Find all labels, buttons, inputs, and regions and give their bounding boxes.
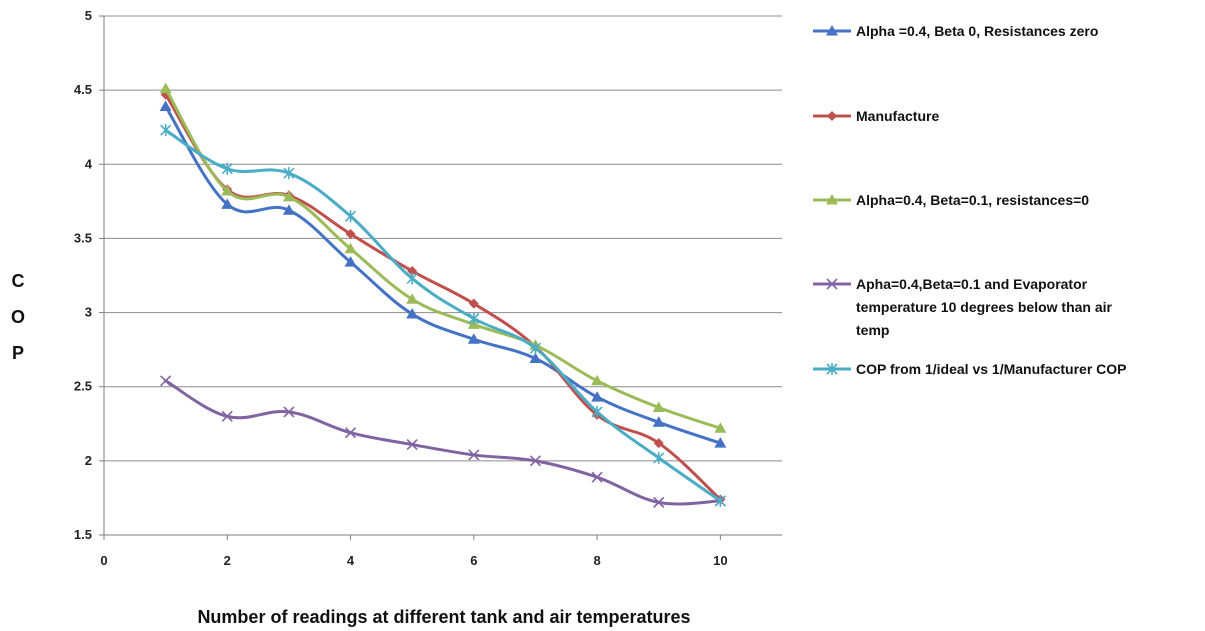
legend-label-3: Alpha=0.4, Beta=0.1, resistances=0 xyxy=(856,192,1089,208)
series-1-point-6 xyxy=(467,333,480,344)
y-tick-label-1: 2 xyxy=(85,453,92,468)
series-2-point-4 xyxy=(345,228,356,239)
legend-label-1: Alpha =0.4, Beta 0, Resistances zero xyxy=(856,23,1098,39)
series-1-point-5 xyxy=(406,308,419,319)
legend: Alpha =0.4, Beta 0, Resistances zero Manu… xyxy=(813,23,1127,377)
series-4-point-3 xyxy=(283,406,295,418)
x-tick-label-0: 0 xyxy=(100,553,107,568)
series-5-point-3 xyxy=(283,167,295,180)
axes xyxy=(103,16,782,536)
y-tick-label-6: 4.5 xyxy=(74,82,92,97)
series-2-point-5 xyxy=(407,266,418,277)
series-5 xyxy=(160,124,726,507)
legend-item-1: Alpha =0.4, Beta 0, Resistances zero xyxy=(813,23,1098,39)
series-4 xyxy=(160,375,726,508)
series-2-line xyxy=(164,93,722,501)
grid-lines xyxy=(104,15,782,536)
x-tick-label-3: 6 xyxy=(470,553,477,568)
y-tick-label-4: 3.5 xyxy=(74,230,92,245)
series-3 xyxy=(159,82,727,433)
series-5-point-2 xyxy=(221,162,233,175)
series-1-point-4 xyxy=(344,256,357,267)
series-5-point-10 xyxy=(714,494,726,507)
legend-item-5: COP from 1/ideal vs 1/Manufacturer COP xyxy=(813,361,1127,377)
series-1-point-8 xyxy=(591,391,604,402)
series-4-point-1 xyxy=(160,375,172,387)
series-1-point-3 xyxy=(282,204,295,215)
series-5-point-6 xyxy=(468,312,480,325)
series-3-line xyxy=(164,87,722,430)
series-1-point-7 xyxy=(529,352,542,364)
series-5-line xyxy=(164,128,722,503)
x-axis-ticks: 0 2 4 6 8 10 xyxy=(100,535,728,568)
y-tick-label-2: 2.5 xyxy=(74,379,92,394)
series-group xyxy=(159,82,727,508)
series-3-point-10 xyxy=(714,422,727,433)
series-5-point-5 xyxy=(406,272,418,285)
series-4-point-8 xyxy=(591,471,603,483)
x-tick-label-2: 4 xyxy=(347,553,355,568)
y-axis-ticks: 1.5 2 2.5 3 3.5 4 4.5 5 xyxy=(74,8,104,542)
y-tick-label-7: 5 xyxy=(85,8,92,23)
legend-marker-3 xyxy=(826,194,838,205)
legend-label-2: Manufacture xyxy=(856,108,939,124)
series-1-line xyxy=(164,104,722,445)
y-tick-label-0: 1.5 xyxy=(74,527,92,542)
series-4-point-4 xyxy=(344,427,357,439)
series-3-point-8 xyxy=(591,374,604,386)
series-2-point-6 xyxy=(468,298,479,309)
series-3-point-5 xyxy=(406,293,419,304)
series-1-point-1 xyxy=(159,100,172,111)
legend-label-5: COP from 1/ideal vs 1/Manufacturer COP xyxy=(856,361,1127,377)
x-tick-label-5: 10 xyxy=(713,553,727,568)
series-3-point-1 xyxy=(159,82,172,94)
series-2-point-9 xyxy=(653,438,664,449)
series-5-point-1 xyxy=(160,124,172,137)
series-3-point-2 xyxy=(221,184,234,196)
series-4-line xyxy=(164,379,722,506)
series-5-point-7 xyxy=(529,342,542,355)
series-1-point-10 xyxy=(714,437,727,448)
legend-marker-2 xyxy=(827,111,837,121)
series-5-point-4 xyxy=(344,210,357,223)
series-4-point-9 xyxy=(653,496,665,508)
legend-marker-1 xyxy=(826,25,838,36)
series-4-point-5 xyxy=(406,438,418,451)
series-3-point-9 xyxy=(652,401,665,412)
series-5-point-9 xyxy=(653,451,665,464)
series-4-point-7 xyxy=(529,455,542,467)
series-3-point-4 xyxy=(344,242,357,254)
series-5-point-8 xyxy=(591,405,603,418)
legend-item-4: Apha=0.4,Beta=0.1 and Evaporator temperat… xyxy=(813,276,1113,338)
x-tick-label-4: 8 xyxy=(593,553,600,568)
y-tick-label-5: 4 xyxy=(85,156,93,171)
series-1-point-2 xyxy=(221,198,234,209)
y-tick-label-3: 3 xyxy=(85,305,92,320)
x-tick-label-1: 2 xyxy=(224,553,231,568)
series-1-point-9 xyxy=(652,416,665,427)
legend-item-2: Manufacture xyxy=(813,108,939,124)
legend-marker-4 xyxy=(826,278,838,290)
series-4-point-2 xyxy=(221,410,233,422)
series-3-point-3 xyxy=(282,190,295,202)
series-4-point-6 xyxy=(468,449,480,461)
legend-item-3: Alpha=0.4, Beta=0.1, resistances=0 xyxy=(813,192,1089,208)
legend-label-4: Apha=0.4,Beta=0.1 and Evaporator temperat… xyxy=(856,276,1113,338)
legend-marker-5 xyxy=(826,363,838,375)
series-1 xyxy=(159,100,727,448)
series-2 xyxy=(160,89,726,505)
x-axis-label: Number of readings at different tank and… xyxy=(197,607,690,627)
